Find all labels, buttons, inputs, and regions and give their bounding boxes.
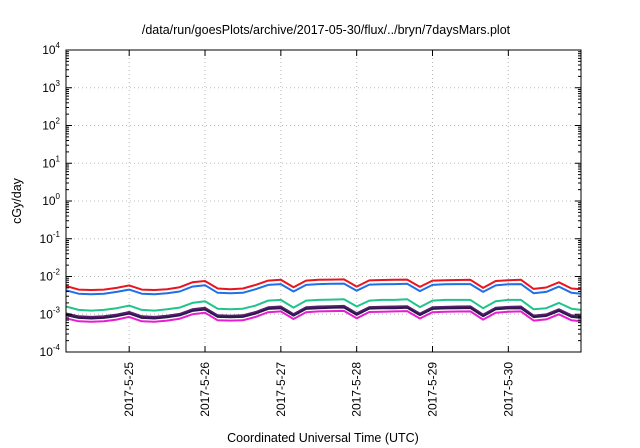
y-tick-label: 102 xyxy=(42,117,60,133)
x-tick-label: 2017-5-28 xyxy=(350,362,364,417)
series-line-6 xyxy=(65,309,582,323)
y-tick-label: 103 xyxy=(42,79,60,95)
x-tick-label: 2017-5-26 xyxy=(198,362,212,417)
series-layer xyxy=(65,278,582,323)
y-tick-label: 10-1 xyxy=(40,230,61,246)
y-axis-label: cGy/day xyxy=(10,177,24,224)
chart-title: /data/run/goesPlots/archive/2017-05-30/f… xyxy=(142,23,511,37)
y-tick-label: 10-3 xyxy=(40,305,61,321)
series-line-4 xyxy=(65,304,582,318)
series-line-2 xyxy=(65,282,582,296)
x-axis-label: Coordinated Universal Time (UTC) xyxy=(227,431,419,445)
y-tick-label: 10-4 xyxy=(40,343,61,359)
y-axis: 10-4 10-3 10-2 10-1 100 101 102 103 104 xyxy=(40,41,581,359)
x-tick-label: 2017-5-25 xyxy=(122,362,136,417)
series-line-3 xyxy=(65,298,582,312)
x-tick-label: 2017-5-27 xyxy=(274,362,288,417)
y-tick-label: 101 xyxy=(42,154,60,170)
y-tick-label: 10-2 xyxy=(40,268,61,284)
series-line-1 xyxy=(65,278,582,291)
y-tick-label: 104 xyxy=(42,41,60,57)
x-tick-label: 2017-5-29 xyxy=(426,362,440,417)
x-tick-label: 2017-5-30 xyxy=(501,362,515,417)
y-tick-label: 100 xyxy=(42,192,60,208)
x-axis: 2017-5-25 2017-5-26 2017-5-27 2017-5-28 2017… xyxy=(122,50,515,417)
series-line-5 xyxy=(65,306,582,320)
